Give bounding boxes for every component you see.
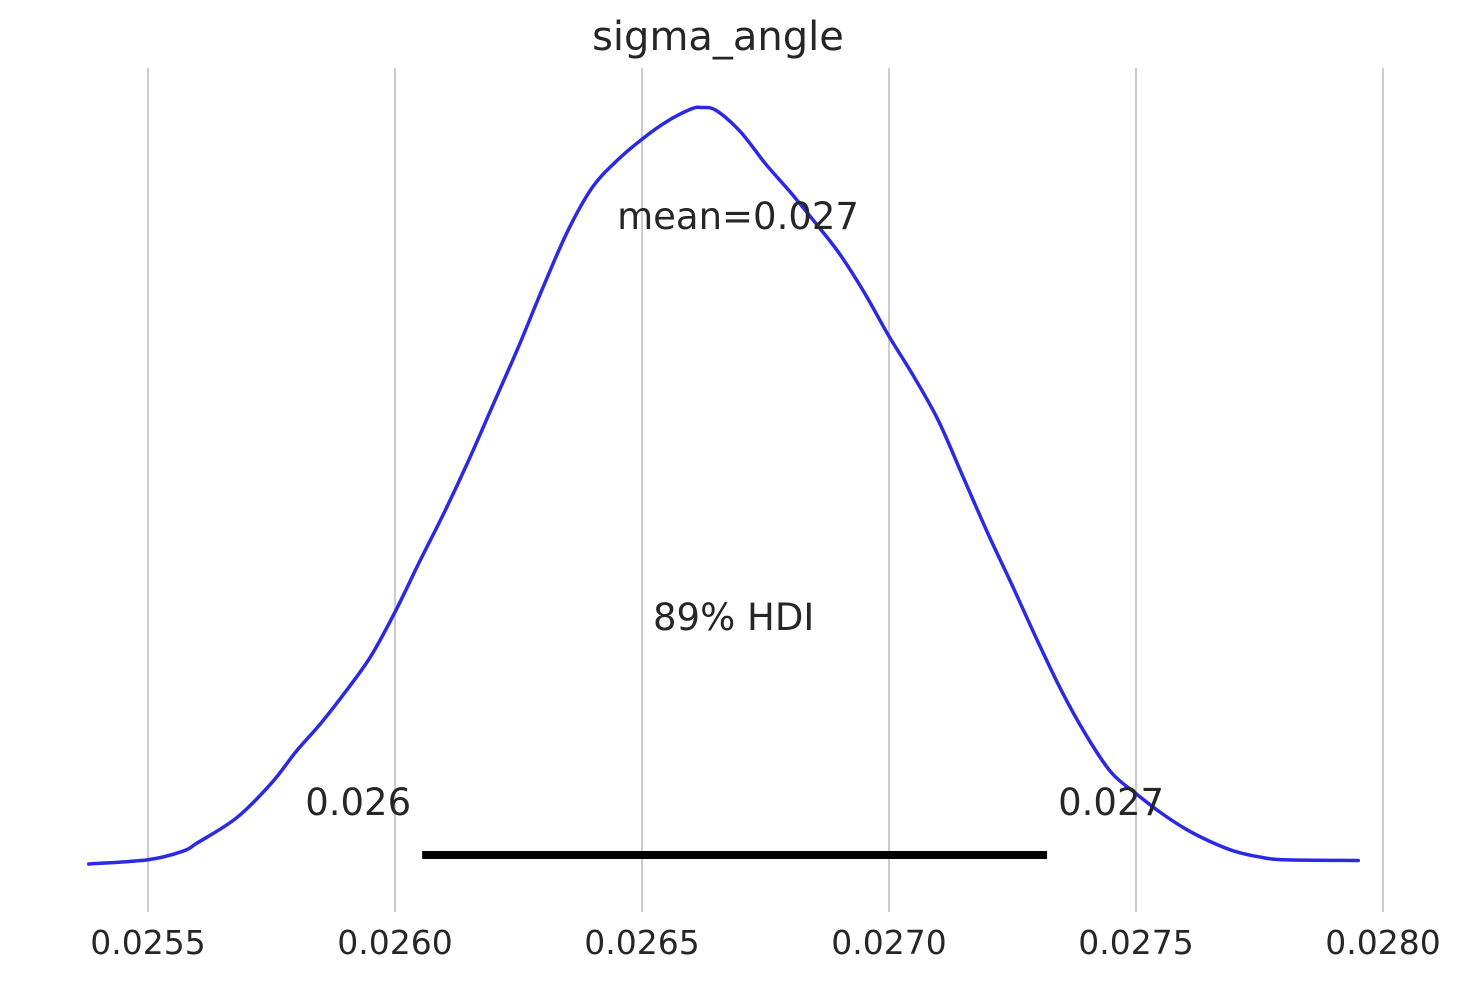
vertical-gridlines (147, 68, 1384, 912)
x-axis-ticks: 0.0255 0.0260 0.0265 0.0270 0.0275 0.0280 (90, 923, 1440, 962)
hdi-lower-bound-label: 0.026 (305, 781, 411, 824)
mean-annotation: mean=0.027 (617, 195, 859, 238)
hdi-annotation: 89% HDI (653, 596, 814, 639)
kde-curve (86, 105, 1361, 866)
x-tick-label: 0.0265 (584, 923, 699, 962)
x-tick-label: 0.0275 (1078, 923, 1193, 962)
x-tick-label: 0.0270 (831, 923, 946, 962)
hdi-upper-bound-label: 0.027 (1058, 781, 1164, 824)
x-tick-label: 0.0255 (90, 923, 205, 962)
kde-series (86, 105, 1361, 866)
x-tick-label: 0.0280 (1325, 923, 1440, 962)
x-tick-label: 0.0260 (337, 923, 452, 962)
chart-title: sigma_angle (592, 14, 844, 60)
